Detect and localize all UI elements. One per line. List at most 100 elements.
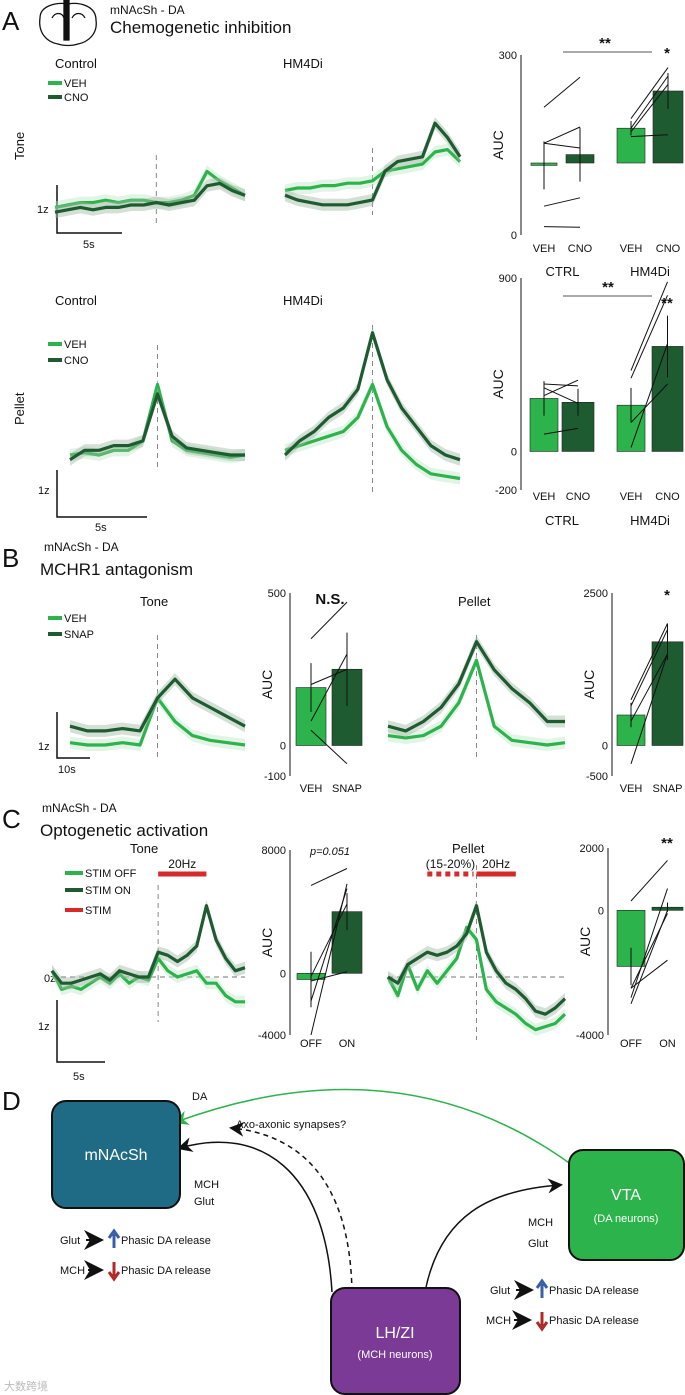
trace-veh — [387, 658, 566, 747]
trace-cno — [284, 121, 462, 207]
sem-band-snap — [388, 635, 565, 737]
x-category-label: CNO — [566, 491, 591, 503]
x-category-label: CNO — [656, 243, 681, 255]
panel-c-region: mNAcSh - DA — [42, 801, 117, 815]
x-category-label: ON — [659, 1038, 676, 1050]
trace-cno — [54, 181, 246, 214]
y-tick-label: 0 — [280, 741, 286, 753]
effect-legend-left: Glut Phasic DA release MCH Phasic DA rel… — [60, 1228, 211, 1282]
panel-c-title: Optogenetic activation — [40, 821, 208, 840]
significance-marker: ** — [661, 835, 673, 852]
col-pellet: Pellet — [452, 841, 485, 856]
col-control-tone: Control — [55, 56, 97, 71]
up-arrow-icon — [107, 1228, 121, 1248]
mch-label: MCH — [528, 1217, 553, 1229]
watermark: 大数跨境 — [4, 1379, 48, 1393]
paired-subject-line — [310, 883, 348, 1036]
bar-veh — [616, 127, 646, 164]
down-arrow-icon — [107, 1262, 121, 1282]
lhzi-sublabel: (MCH neurons) — [357, 1349, 432, 1361]
paired-subject-line — [543, 197, 581, 207]
col-tone: Tone — [140, 594, 168, 609]
y-tick-label: 900 — [499, 273, 517, 285]
scale-x-label: 5s — [73, 1071, 85, 1083]
trace-cno — [69, 392, 245, 462]
y-axis-label: AUC — [259, 670, 275, 700]
mch-effect-label: MCH — [486, 1315, 511, 1327]
significance-marker: N.S. — [315, 591, 344, 608]
scale-y-label: 1z — [38, 741, 50, 753]
paired-subject-line — [630, 295, 668, 379]
release-label: Phasic DA release — [121, 1235, 211, 1247]
mch-effect-label: MCH — [60, 1265, 85, 1277]
group-label: CTRL — [546, 264, 580, 279]
x-category-label: SNAP — [653, 783, 683, 795]
trace-cno — [283, 331, 461, 462]
glut-effect-label: Glut — [490, 1285, 510, 1297]
y-tick-label: 0 — [598, 905, 604, 917]
group-label: HM4Di — [630, 513, 670, 528]
da-label: DA — [192, 1091, 208, 1103]
y-tick-label: -100 — [264, 771, 286, 783]
sem-band-stim-on — [52, 899, 245, 990]
significance-marker: * — [664, 587, 670, 604]
y-tick-label: 8000 — [262, 845, 286, 857]
paired-subject-line — [310, 868, 348, 886]
paired-subject-line — [630, 623, 668, 700]
scale-bar — [56, 712, 90, 759]
release-label: Phasic DA release — [549, 1285, 639, 1297]
axo-axonic-label: Axo-axonic synapses? — [236, 1119, 346, 1131]
significance-marker: ** — [661, 295, 673, 312]
panel-a-region: mNAcSh - DA — [110, 3, 185, 17]
paired-subject-line — [310, 601, 348, 640]
panel-letter-d: D — [2, 1086, 21, 1116]
significance-marker: ** — [599, 35, 611, 52]
group-label: CTRL — [545, 513, 579, 528]
vta-label: VTA — [611, 1187, 641, 1204]
paired-subject-line — [630, 75, 669, 129]
effect-legend-right: Glut Phasic DA release MCH Phasic DA rel… — [486, 1278, 639, 1332]
paired-subject-line — [543, 379, 579, 397]
legend-veh: VEH — [64, 613, 87, 625]
trace-veh — [69, 382, 246, 459]
y-tick-label: 500 — [268, 588, 286, 600]
sem-band-cno — [285, 326, 460, 466]
paired-subject-line — [630, 343, 668, 448]
panel-letter-a: A — [2, 6, 20, 36]
scale-y-label: 1z — [37, 204, 49, 216]
x-category-label: CNO — [655, 491, 680, 503]
legend-stim: STIM — [85, 905, 111, 917]
sem-band-stim-on — [388, 899, 565, 1021]
y-tick-label: -200 — [495, 485, 517, 497]
x-category-label: VEH — [620, 491, 643, 503]
significance-marker: ** — [602, 279, 614, 296]
zero-label: 0z — [44, 973, 56, 985]
mnacsh-node — [51, 1100, 181, 1209]
scale-y-label: 1z — [38, 1021, 50, 1033]
trace-stim-off — [50, 956, 245, 1004]
axo-axonic-arrow — [229, 1121, 353, 1293]
stim-label: 20Hz — [168, 857, 196, 871]
paired-subject-line — [630, 959, 668, 989]
panel-b-title: MCHR1 antagonism — [40, 560, 193, 579]
panel-b-region: mNAcSh - DA — [44, 540, 119, 554]
group-label: HM4Di — [630, 264, 670, 279]
paired-subject-line — [543, 226, 581, 228]
paired-subject-line — [630, 860, 668, 902]
trace-stim-on — [50, 904, 246, 985]
x-category-label: VEH — [620, 783, 643, 795]
paired-subject-line — [630, 67, 669, 119]
legend-cno: CNO — [64, 355, 89, 367]
glut-effect-label: Glut — [60, 1235, 80, 1247]
y-tick-label: 2500 — [584, 588, 608, 600]
legend-stim-off: STIM OFF — [85, 868, 137, 880]
col-pellet: Pellet — [458, 594, 491, 609]
sem-band-veh — [388, 654, 565, 751]
y-tick-label: -500 — [586, 771, 608, 783]
panel-a-title: Chemogenetic inhibition — [110, 18, 291, 37]
x-category-label: ON — [339, 1038, 356, 1050]
scale-x-label: 10s — [58, 764, 76, 776]
paired-subject-line — [310, 668, 348, 685]
